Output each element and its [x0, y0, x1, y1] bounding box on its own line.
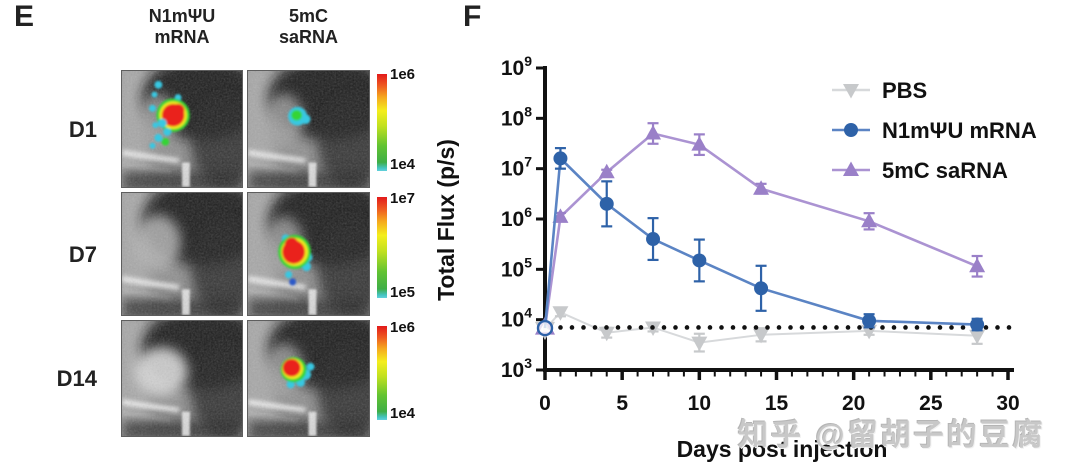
series-PBS	[534, 306, 986, 353]
colorbar-d14-min: 1e4	[390, 405, 416, 422]
mouse-scan-image	[122, 321, 242, 436]
mouse-scan-image	[122, 193, 242, 315]
column-header-sarna-line2: saRNA	[278, 27, 339, 48]
x-tick-label: 5	[616, 392, 628, 415]
colorbar-d1-max: 1e6	[390, 66, 416, 83]
column-header-sarna: 5mC saRNA	[247, 6, 370, 48]
bioluminescence-signal	[149, 80, 190, 149]
column-header-mrna: N1mΨU mRNA	[121, 6, 243, 48]
x-tick-label: 20	[842, 392, 865, 415]
row-label-d1: D1	[68, 117, 97, 142]
y-tick-label: 105	[501, 254, 532, 281]
x-tick-label: 15	[765, 392, 789, 415]
colorbar-d1	[377, 74, 387, 171]
colorbar-d1-min: 1e4	[390, 156, 416, 173]
panel-f-label: F	[463, 0, 482, 33]
series-N1mΨU mRNA	[536, 147, 985, 337]
x-tick-label: 0	[539, 392, 551, 415]
y-axis-title: Total Flux (p/s)	[433, 139, 459, 301]
column-header-sarna-line1: 5mC	[288, 6, 328, 26]
axes: 109 108 107 106 105 104 103 0 5 10 15 20 25 30	[501, 53, 1020, 415]
colorbar-d7-max: 1e7	[390, 190, 416, 207]
x-tick-label: 25	[919, 392, 943, 415]
row-label-d14: D14	[56, 366, 97, 391]
bioluminescence-signal	[288, 106, 311, 126]
mouse-image-d7-sarna	[247, 192, 370, 316]
y-tick-label: 106	[501, 204, 532, 231]
mouse-image-d1-mrna	[121, 70, 243, 188]
y-tick-label: 107	[501, 154, 532, 181]
mouse-image-d1-sarna	[247, 70, 370, 188]
column-header-mrna-line2: mRNA	[154, 27, 210, 48]
bioluminescence-signal	[280, 357, 315, 389]
x-tick-label: 10	[688, 392, 711, 415]
legend: PBS N1mΨU mRNA 5mC saRNA	[832, 78, 1037, 183]
mouse-image-d7-mrna	[121, 192, 243, 316]
mouse-scan-image	[248, 321, 369, 436]
legend-item-PBS: PBS	[832, 78, 927, 103]
legend-label: 5mC saRNA	[882, 158, 1008, 183]
column-header-mrna-line1: N1mΨU	[148, 6, 216, 26]
total-flux-chart: 109 108 107 106 105 104 103 0 5 10 15 20 25 30 Days po…	[433, 53, 1037, 462]
colorbar-d7	[377, 197, 387, 298]
mouse-scan-image	[122, 71, 242, 187]
mouse-image-d14-mrna	[121, 320, 243, 437]
legend-item-N1mΨU mRNA: N1mΨU mRNA	[832, 118, 1037, 143]
x-tick-label: 30	[996, 392, 1019, 415]
y-tick-label: 108	[501, 103, 532, 130]
mouse-image-d14-sarna	[247, 320, 370, 437]
legend-label: PBS	[882, 78, 927, 103]
bioluminescence-signal	[278, 234, 313, 286]
row-label-d7: D7	[68, 242, 97, 267]
y-tick-label: 109	[501, 53, 532, 80]
panel-e-label: E	[14, 0, 35, 33]
legend-label: N1mΨU mRNA	[882, 118, 1037, 143]
legend-item-5mC saRNA: 5mC saRNA	[832, 158, 1008, 183]
mouse-scan-image	[248, 71, 369, 187]
colorbar-d14	[377, 326, 387, 420]
colorbar-d14-max: 1e6	[390, 319, 416, 336]
baseline-dotted-line	[546, 325, 1012, 330]
y-tick-label: 104	[501, 305, 532, 332]
colorbar-d7-min: 1e5	[390, 284, 416, 301]
y-tick-label: 103	[501, 355, 532, 382]
mouse-scan-image	[248, 193, 369, 315]
x-axis-title: Days post injection	[677, 436, 888, 462]
